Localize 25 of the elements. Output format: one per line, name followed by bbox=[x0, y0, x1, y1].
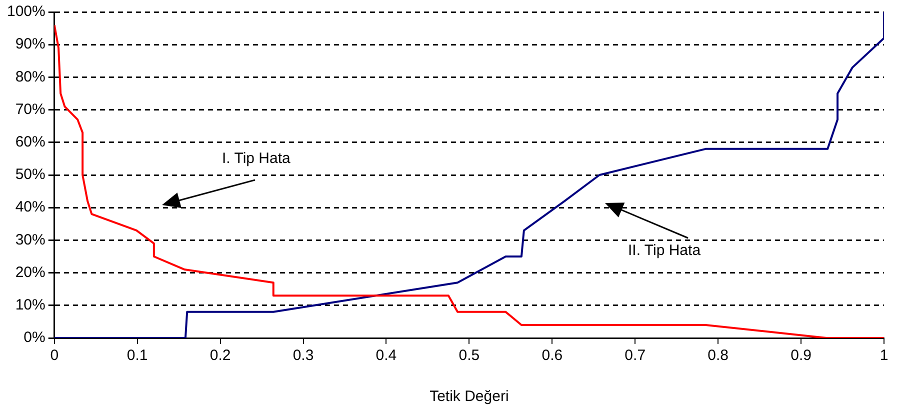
x-tick-label: 0.2 bbox=[210, 347, 231, 364]
y-tick-label: 80% bbox=[15, 68, 46, 86]
y-tick-label: 10% bbox=[15, 296, 46, 314]
y-tick-label: 40% bbox=[15, 198, 46, 216]
y-tick-label: 30% bbox=[15, 231, 46, 248]
x-tick-label: 0.1 bbox=[126, 347, 148, 364]
x-tick-label: 1 bbox=[880, 347, 888, 364]
y-tick-label: 20% bbox=[15, 264, 46, 281]
x-tick-label: 0.6 bbox=[542, 347, 563, 364]
x-tick-label: 0.4 bbox=[376, 347, 397, 364]
x-tick-label: 0.9 bbox=[790, 347, 812, 364]
x-tick-label: 0.5 bbox=[458, 347, 480, 364]
annotation: I. Tip Hata bbox=[220, 150, 292, 168]
x-tick-label: 0.3 bbox=[292, 347, 314, 364]
x-tick-label: 0.7 bbox=[624, 347, 646, 364]
x-tick-label: 0.8 bbox=[708, 347, 729, 364]
y-tick-label: 70% bbox=[15, 100, 46, 118]
x-axis-title: Tetik Değeri bbox=[430, 388, 509, 406]
y-tick-label: 0% bbox=[24, 329, 46, 346]
y-tick-label: 60% bbox=[15, 134, 46, 151]
annotation: II. Tip Hata bbox=[626, 242, 703, 260]
y-tick-label: 90% bbox=[15, 36, 46, 53]
x-tick-label: 0 bbox=[50, 347, 59, 364]
y-tick-label: 100% bbox=[6, 3, 46, 20]
y-tick-label: 50% bbox=[15, 166, 46, 184]
